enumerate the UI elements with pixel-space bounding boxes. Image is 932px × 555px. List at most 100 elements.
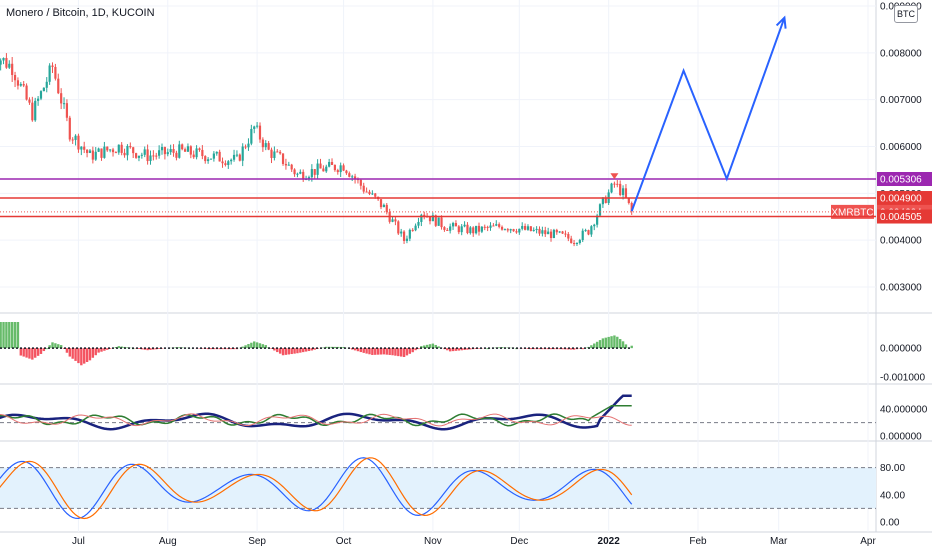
candle-body — [242, 147, 244, 161]
candle-body — [17, 80, 19, 85]
candle-body — [239, 155, 241, 161]
candle-body — [121, 145, 123, 153]
candle-body — [132, 147, 134, 153]
candle-body — [530, 226, 532, 231]
histogram-bar — [498, 347, 500, 348]
candle-body — [469, 227, 471, 233]
candle-body — [49, 66, 51, 82]
histogram-bar — [40, 348, 42, 354]
candle-body — [92, 150, 94, 159]
candle-body — [391, 219, 393, 221]
candle-body — [561, 231, 563, 233]
candle-body — [149, 155, 151, 161]
candle-body — [599, 204, 601, 215]
candle-body — [533, 230, 535, 231]
candle-body — [587, 230, 589, 234]
candle-body — [31, 103, 33, 121]
candle-body — [487, 227, 489, 228]
candle-body — [184, 149, 186, 152]
candle-body — [510, 229, 512, 230]
candle-body — [544, 230, 546, 234]
candle-body — [250, 129, 252, 144]
histogram-bar — [285, 348, 287, 355]
candle-body — [69, 118, 71, 140]
candle-body — [538, 229, 540, 234]
currency-badge[interactable]: BTC — [894, 5, 918, 23]
candle-body — [60, 93, 62, 103]
candle-body — [507, 229, 509, 230]
candle-body — [158, 150, 160, 156]
candle-body — [109, 149, 111, 150]
x-tick-label: Nov — [424, 536, 442, 547]
chart-title: Monero / Bitcoin, 1D, KUCOIN — [6, 7, 155, 19]
histogram-bar — [380, 348, 382, 354]
histogram-bar — [391, 348, 393, 355]
candle-body — [579, 240, 581, 243]
histogram-bar — [374, 348, 376, 355]
histogram-bar — [599, 340, 601, 348]
candle-body — [103, 147, 105, 158]
histogram-bar — [14, 322, 16, 348]
candle-body — [403, 232, 405, 241]
candle-body — [106, 147, 108, 151]
histogram-bar — [95, 348, 97, 355]
candle-body — [455, 223, 457, 226]
candle-body — [412, 230, 414, 231]
stoch-band — [0, 468, 876, 509]
candle-body — [198, 148, 200, 150]
candle-body — [129, 146, 131, 147]
candle-body — [135, 153, 137, 158]
histogram-bar — [5, 322, 7, 348]
candle-body — [141, 155, 143, 156]
histogram-bar — [28, 348, 30, 358]
candle-body — [126, 146, 128, 155]
histogram-bar — [86, 348, 88, 362]
candle-body — [394, 219, 396, 221]
candle-body — [553, 230, 555, 238]
histogram-bar — [610, 336, 612, 348]
histogram-bar — [400, 348, 402, 356]
candle-body — [541, 230, 543, 233]
x-tick-label: 2022 — [598, 536, 621, 547]
x-tick-label: Sep — [248, 536, 266, 547]
candle-body — [429, 217, 431, 222]
candle-body — [331, 162, 333, 165]
histogram-bar — [279, 348, 281, 354]
x-tick-label: Apr — [860, 536, 876, 547]
histogram-bar — [426, 345, 428, 348]
candle-body — [89, 150, 91, 152]
histogram-bar — [622, 341, 624, 348]
candle-body — [567, 234, 569, 238]
y-tick-label: 0.003000 — [880, 283, 922, 294]
candle-body — [383, 205, 385, 207]
candle-body — [475, 226, 477, 233]
candle-body — [504, 229, 506, 230]
candle-body — [77, 136, 79, 150]
candle-body — [484, 227, 486, 228]
x-tick-label: Oct — [336, 536, 352, 547]
histogram-bar — [368, 348, 370, 354]
x-tick-label: Feb — [689, 536, 707, 547]
projection-path[interactable] — [632, 18, 785, 211]
candle-body — [409, 230, 411, 239]
candle-body — [25, 86, 27, 100]
histogram-bar — [602, 338, 604, 348]
histogram-bar — [2, 322, 4, 348]
candle-body — [193, 155, 195, 158]
histogram-bar — [256, 342, 258, 348]
candle-body — [224, 163, 226, 165]
candle-body — [236, 155, 238, 156]
candle-body — [489, 225, 491, 227]
candle-body — [37, 99, 39, 101]
histogram-bar — [631, 346, 633, 348]
histogram-bar — [409, 348, 411, 354]
histogram-bar — [394, 348, 396, 356]
candle-body — [564, 234, 566, 235]
candle-body — [210, 159, 212, 160]
candle-body — [265, 143, 267, 147]
candle-body — [5, 58, 7, 68]
candle-body — [262, 140, 264, 148]
histogram-bar — [607, 337, 609, 348]
candle-body — [253, 126, 255, 128]
candle-body — [0, 60, 2, 64]
